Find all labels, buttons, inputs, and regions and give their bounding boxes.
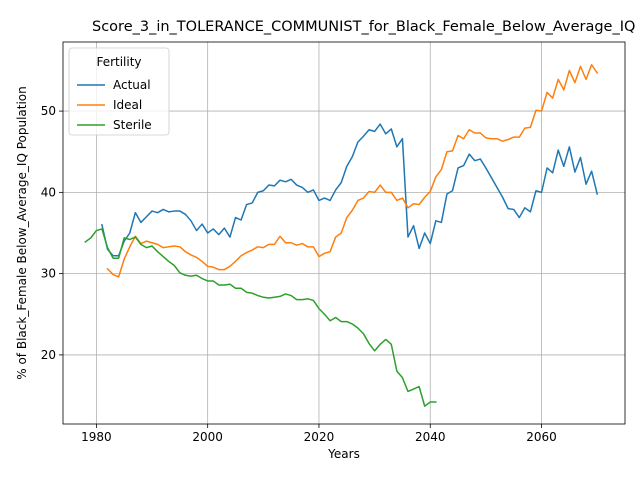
- y-axis-label: % of Black_Female Below_Average_IQ Popul…: [15, 86, 29, 380]
- x-tick-label: 2040: [415, 430, 446, 444]
- x-tick-label: 2020: [304, 430, 335, 444]
- x-tick-label: 1980: [81, 430, 112, 444]
- x-tick-label: 2000: [192, 430, 223, 444]
- series-lines: [84, 64, 599, 407]
- series-line-sterile: [84, 228, 437, 407]
- x-tick-label: 2060: [526, 430, 557, 444]
- y-tick-label: 20: [41, 348, 56, 362]
- chart-title: Score_3_in_TOLERANCE_COMMUNIST_for_Black…: [92, 19, 635, 35]
- legend-label-sterile: Sterile: [113, 118, 152, 132]
- legend-title: Fertility: [96, 55, 141, 69]
- legend-entries: Actual Ideal Sterile: [77, 78, 152, 132]
- plot-area-frame: [62, 41, 626, 425]
- x-axis-label: Years: [327, 447, 360, 461]
- legend: Fertility Actual Ideal Sterile: [68, 47, 170, 136]
- y-tick-label: 50: [41, 104, 56, 118]
- y-tick-label: 30: [41, 267, 56, 281]
- axis-ticks: 1980 2000 2020 2040 2060 20 30 40 50: [41, 104, 557, 444]
- series-line-actual: [101, 123, 599, 257]
- legend-label-actual: Actual: [113, 78, 151, 92]
- legend-label-ideal: Ideal: [113, 98, 142, 112]
- legend-box: [68, 47, 170, 136]
- y-tick-label: 40: [41, 185, 56, 199]
- series-line-ideal: [106, 64, 599, 278]
- grid: [63, 42, 625, 424]
